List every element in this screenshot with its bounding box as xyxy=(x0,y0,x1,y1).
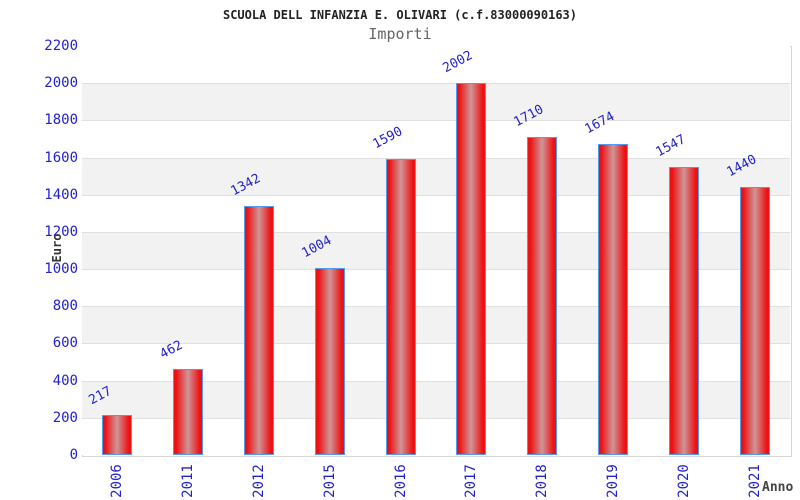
y-tick-label: 800 xyxy=(52,298,78,315)
x-tick-label-2016: 2016 xyxy=(393,464,409,498)
bar-2021 xyxy=(740,187,770,455)
gridline xyxy=(82,343,790,344)
bar-2006 xyxy=(102,415,132,455)
gridline xyxy=(82,120,790,121)
gridline xyxy=(82,195,790,196)
y-axis-title: Euro xyxy=(50,233,64,263)
chart-subtitle: Importi xyxy=(368,25,432,43)
y-tick-label: 1800 xyxy=(44,112,78,129)
gridline xyxy=(82,158,790,159)
bar-2020 xyxy=(669,167,699,455)
x-tick-label-2019: 2019 xyxy=(605,464,621,498)
background-band xyxy=(82,120,790,158)
x-tick-label-2012: 2012 xyxy=(251,464,267,498)
y-tick-label: 2200 xyxy=(44,38,78,54)
x-tick-label-2006: 2006 xyxy=(109,464,125,498)
background-band xyxy=(82,83,790,121)
bar-2015 xyxy=(315,268,345,455)
y-tick-label: 600 xyxy=(52,335,78,352)
bar-2017 xyxy=(456,83,486,455)
y-tick-label: 200 xyxy=(52,409,78,426)
bar-2016 xyxy=(386,159,416,455)
x-axis-title: Anno xyxy=(762,480,794,495)
y-tick-label: 0 xyxy=(69,447,78,463)
chart-title: SCUOLA DELL INFANZIA E. OLIVARI (c.f.830… xyxy=(222,8,577,22)
bar-2011 xyxy=(173,369,203,455)
y-tick-label: 1000 xyxy=(44,261,78,278)
x-tick-label-2015: 2015 xyxy=(322,464,338,498)
x-tick-label-2020: 2020 xyxy=(676,464,692,498)
x-tick-label-2017: 2017 xyxy=(463,464,479,498)
y-tick-label: 400 xyxy=(52,372,78,389)
gridline xyxy=(82,83,790,84)
x-tick-label-2021: 2021 xyxy=(747,464,763,498)
y-tick-label: 1200 xyxy=(44,223,78,240)
gridline xyxy=(82,306,790,307)
y-tick-label: 2000 xyxy=(44,75,78,92)
y-tick-label: 1400 xyxy=(44,186,78,203)
gridline xyxy=(82,418,790,419)
gridline xyxy=(82,381,790,382)
background-band xyxy=(82,46,790,84)
x-tick-label-2011: 2011 xyxy=(180,464,196,498)
y-tick-label: 1600 xyxy=(44,149,78,166)
gridline xyxy=(82,232,790,233)
bar-2019 xyxy=(598,144,628,455)
gridline xyxy=(82,269,790,270)
x-tick-label-2018: 2018 xyxy=(534,464,550,498)
bar-2012 xyxy=(244,206,274,455)
bar-2018 xyxy=(527,137,557,455)
